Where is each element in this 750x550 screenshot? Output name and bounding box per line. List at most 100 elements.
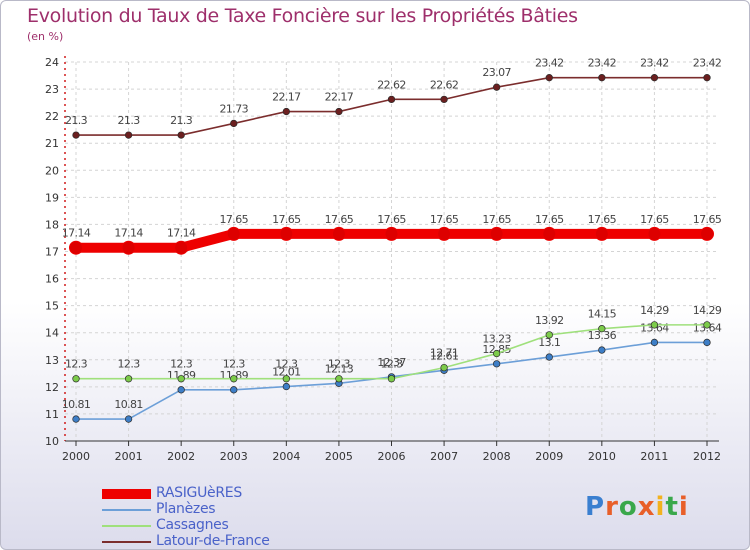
data-point: [700, 226, 714, 241]
data-point: [174, 240, 189, 255]
y-tick-label: 17: [45, 246, 59, 259]
data-point: [703, 74, 711, 82]
y-tick-label: 24: [45, 56, 59, 69]
x-tick-label: 2005: [325, 450, 353, 463]
data-label: 23.42: [588, 57, 617, 70]
x-tick-label: 2001: [115, 450, 143, 463]
data-label: 17.65: [693, 213, 722, 226]
data-point: [594, 226, 609, 241]
data-point: [282, 382, 290, 391]
data-label: 21.3: [170, 114, 193, 127]
data-label: 23.42: [693, 57, 722, 70]
data-label: 17.14: [62, 227, 91, 240]
proxiti-logo: Proxiti: [585, 492, 689, 522]
y-tick-label: 15: [45, 300, 59, 313]
data-label: 23.42: [535, 57, 564, 70]
x-tick-label: 2011: [640, 450, 668, 463]
x-tick-label: 2002: [167, 450, 195, 463]
data-label: 22.17: [272, 91, 301, 104]
data-point: [545, 331, 553, 339]
data-label: 12.3: [223, 358, 246, 371]
x-tick-label: 2008: [483, 450, 511, 463]
data-label: 10.81: [62, 398, 91, 411]
logo-letter: t: [665, 492, 679, 522]
data-point: [230, 375, 238, 383]
data-point: [282, 375, 290, 383]
y-tick-label: 14: [45, 327, 59, 340]
x-tick-label: 2000: [62, 450, 90, 463]
data-label: 21.73: [220, 102, 249, 115]
y-tick-label: 21: [45, 137, 59, 150]
data-label: 17.65: [325, 213, 354, 226]
legend-label: Latour-de-France: [156, 533, 270, 549]
data-point: [121, 240, 136, 255]
logo-letter: r: [605, 492, 619, 522]
data-label: 17.65: [535, 213, 564, 226]
x-tick-label: 2010: [588, 450, 616, 463]
logo-letter: o: [618, 492, 638, 522]
data-label: 12.01: [272, 366, 301, 379]
chart-title: Evolution du Taux de Taxe Foncière sur l…: [27, 5, 578, 27]
data-point: [72, 131, 80, 139]
data-point: [703, 338, 711, 347]
data-label: 17.65: [377, 213, 406, 226]
data-label: 17.65: [482, 213, 511, 226]
data-label: 12.71: [430, 347, 459, 360]
data-label: 13.1: [538, 336, 560, 349]
legend-label: RASIGUèRES: [156, 485, 242, 501]
data-label: 21.3: [118, 114, 141, 127]
y-tick-label: 10: [45, 435, 59, 448]
data-point: [493, 83, 501, 91]
data-point: [650, 321, 659, 329]
data-point: [542, 226, 557, 241]
data-label: 14.29: [640, 304, 669, 317]
data-label: 23.42: [640, 57, 669, 70]
data-label: 21.3: [65, 114, 88, 127]
data-point: [331, 226, 346, 241]
y-tick-label: 13: [45, 354, 59, 367]
y-tick-label: 18: [45, 218, 59, 231]
data-label: 22.62: [377, 78, 406, 91]
data-label: 10.81: [114, 398, 143, 411]
data-point: [387, 375, 396, 383]
data-label: 14.15: [588, 308, 617, 321]
x-tick-label: 2004: [272, 450, 300, 463]
data-point: [177, 386, 185, 394]
x-tick-label: 2006: [378, 450, 406, 463]
y-tick-label: 23: [45, 83, 59, 96]
data-point: [703, 321, 711, 329]
data-label: 12.61: [430, 349, 459, 362]
data-point: [489, 226, 504, 241]
data-point: [598, 74, 606, 82]
data-point: [440, 363, 448, 372]
chart-subtitle: (en %): [27, 30, 64, 43]
data-point: [124, 375, 133, 383]
x-tick-label: 2007: [430, 450, 458, 463]
y-tick-label: 19: [45, 191, 59, 204]
data-label: 13.36: [588, 329, 617, 342]
data-point: [598, 325, 606, 333]
logo-letter: i: [678, 492, 689, 522]
data-label: 12.3: [328, 358, 351, 371]
data-point: [177, 375, 185, 383]
logo-letter: P: [585, 492, 606, 522]
legend-label: Cassagnes: [156, 517, 229, 533]
data-label: 12.3: [170, 358, 193, 371]
logo-letter: x: [637, 492, 656, 522]
data-label: 12.37: [377, 356, 406, 369]
data-point: [647, 226, 662, 241]
data-label: 12.85: [482, 343, 511, 356]
data-point: [545, 353, 553, 361]
data-label: 12.3: [65, 358, 88, 371]
data-point: [69, 240, 83, 255]
data-point: [124, 415, 133, 423]
data-point: [545, 74, 553, 82]
data-label: 22.62: [430, 78, 459, 91]
data-label: 13.23: [482, 333, 511, 346]
data-point: [124, 131, 133, 139]
data-point: [72, 415, 80, 423]
y-tick-label: 20: [45, 164, 59, 177]
data-label: 17.65: [220, 213, 249, 226]
